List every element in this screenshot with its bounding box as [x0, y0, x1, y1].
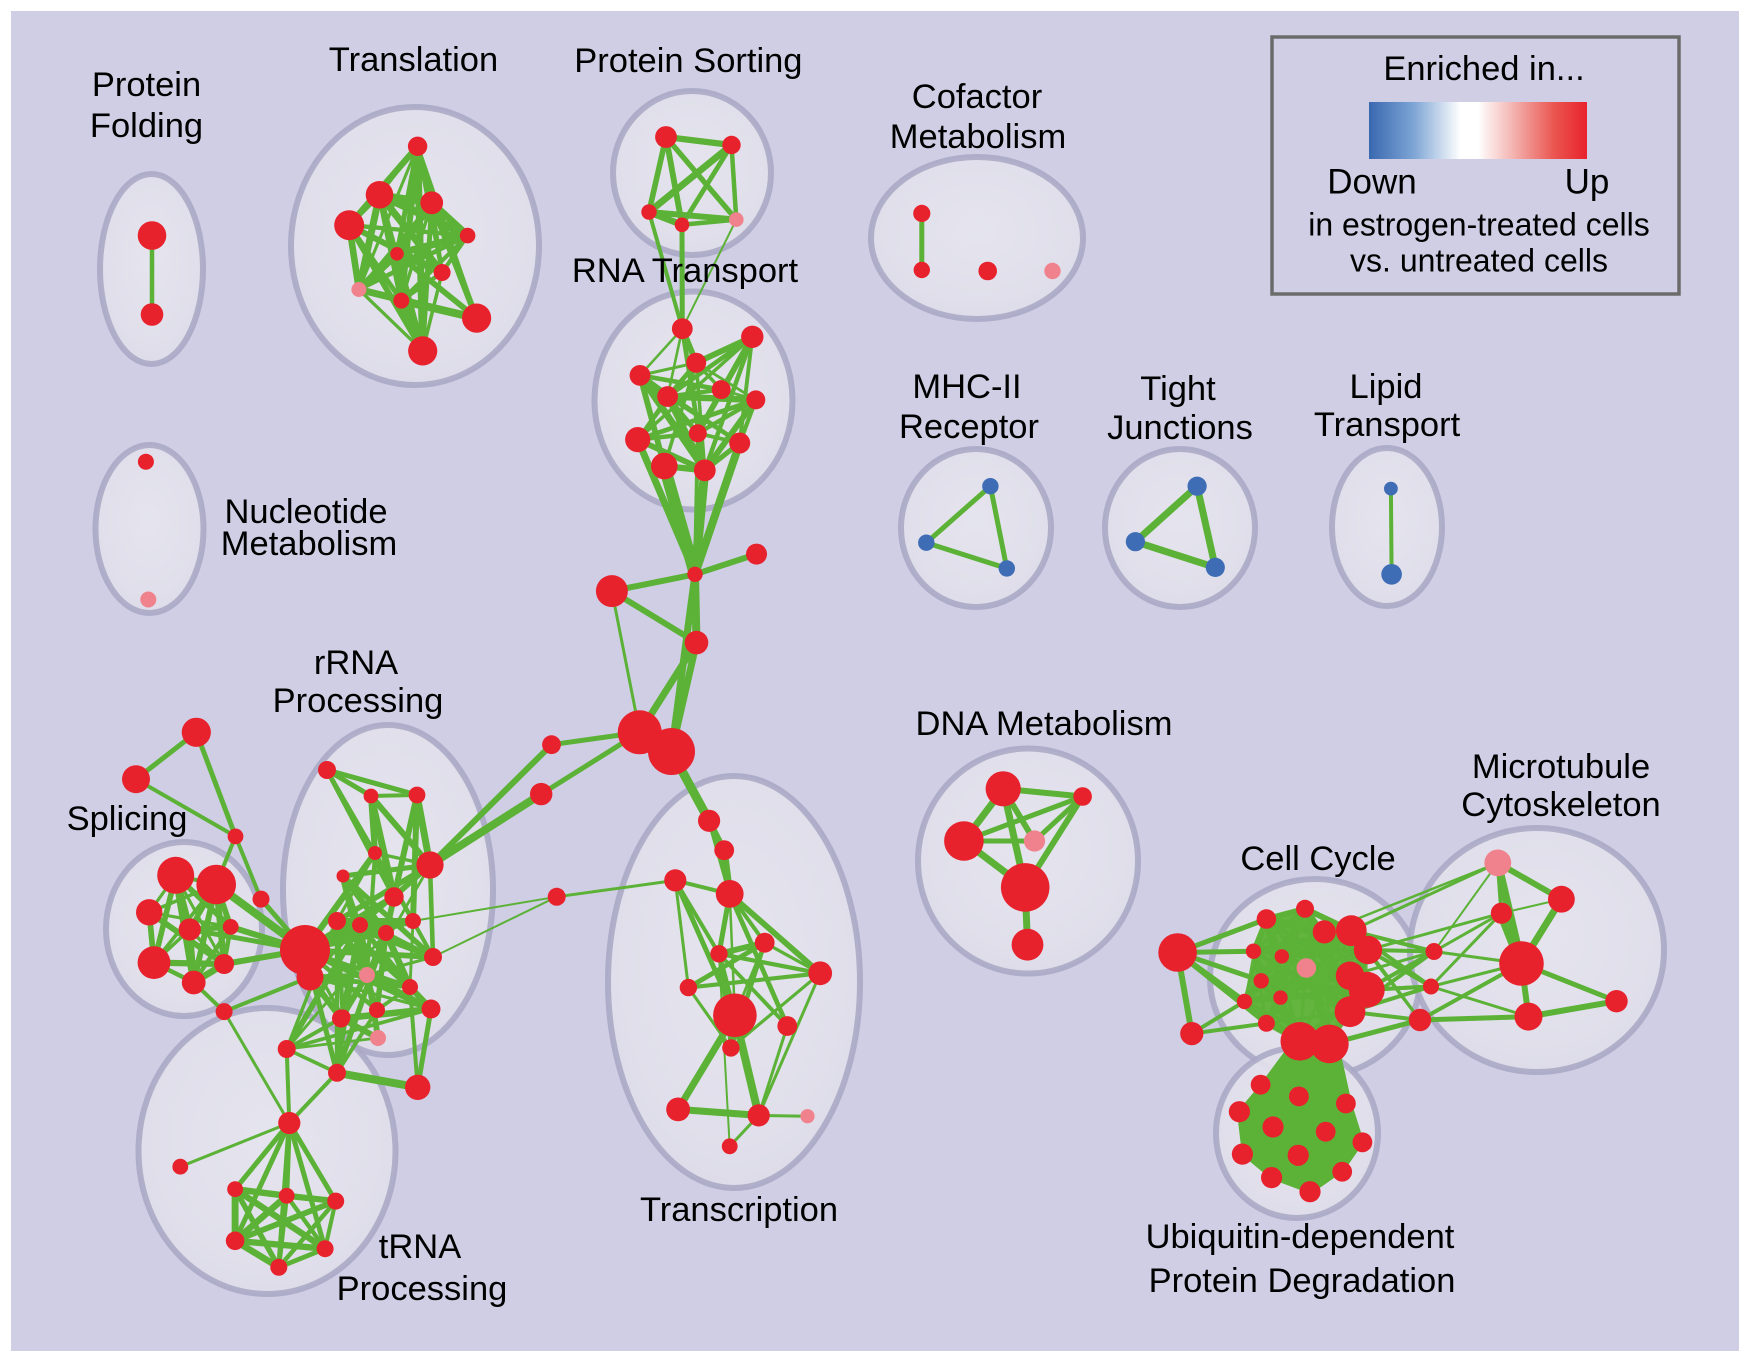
svg-text:Cofactor: Cofactor — [912, 78, 1042, 116]
svg-text:Protein Degradation: Protein Degradation — [1149, 1262, 1456, 1300]
svg-text:Protein Sorting: Protein Sorting — [574, 42, 802, 80]
svg-text:Protein: Protein — [92, 66, 201, 104]
svg-text:rRNA: rRNA — [314, 644, 398, 682]
svg-text:Microtubule: Microtubule — [1472, 748, 1650, 786]
svg-text:Down: Down — [1327, 162, 1416, 201]
svg-text:Splicing: Splicing — [67, 800, 188, 838]
svg-text:Receptor: Receptor — [899, 408, 1039, 446]
svg-text:Lipid: Lipid — [1350, 368, 1423, 406]
svg-text:Transcription: Transcription — [640, 1191, 838, 1229]
svg-text:Junctions: Junctions — [1107, 409, 1253, 447]
svg-text:Enriched in...: Enriched in... — [1383, 50, 1584, 88]
svg-text:Tight: Tight — [1140, 370, 1216, 408]
svg-text:tRNA: tRNA — [379, 1228, 461, 1266]
svg-text:Processing: Processing — [273, 682, 444, 720]
svg-text:Metabolism: Metabolism — [890, 118, 1066, 156]
svg-text:Transport: Transport — [1314, 406, 1461, 444]
svg-text:DNA Metabolism: DNA Metabolism — [916, 705, 1173, 743]
svg-text:MHC-II: MHC-II — [912, 368, 1021, 406]
svg-text:vs. untreated cells: vs. untreated cells — [1350, 242, 1608, 278]
svg-text:Up: Up — [1565, 162, 1610, 201]
svg-text:RNA Transport: RNA Transport — [572, 252, 799, 290]
svg-text:Metabolism: Metabolism — [221, 525, 397, 563]
svg-text:Processing: Processing — [337, 1270, 508, 1308]
svg-text:in estrogen-treated cells: in estrogen-treated cells — [1308, 206, 1650, 242]
svg-text:Folding: Folding — [90, 107, 203, 145]
svg-text:Translation: Translation — [329, 41, 498, 79]
svg-text:Ubiquitin-dependent: Ubiquitin-dependent — [1146, 1218, 1455, 1256]
svg-text:Cytoskeleton: Cytoskeleton — [1461, 786, 1660, 824]
svg-text:Cell Cycle: Cell Cycle — [1240, 840, 1395, 878]
